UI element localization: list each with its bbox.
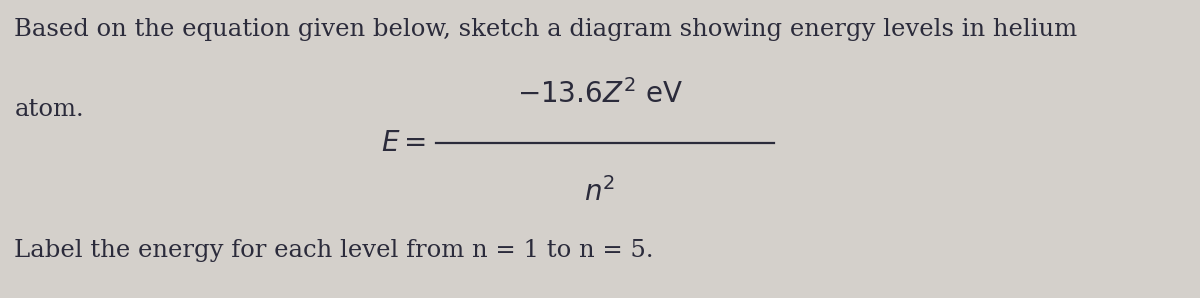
Text: $n^2$: $n^2$	[584, 177, 616, 207]
Text: Based on the equation given below, sketch a diagram showing energy levels in hel: Based on the equation given below, sketc…	[14, 18, 1078, 41]
Text: $E =$: $E =$	[380, 130, 426, 156]
Text: atom.: atom.	[14, 98, 84, 121]
Text: Label the energy for each level from n = 1 to n = 5.: Label the energy for each level from n =…	[14, 239, 654, 262]
Text: $-13.6Z^2\ \mathrm{eV}$: $-13.6Z^2\ \mathrm{eV}$	[517, 79, 683, 109]
